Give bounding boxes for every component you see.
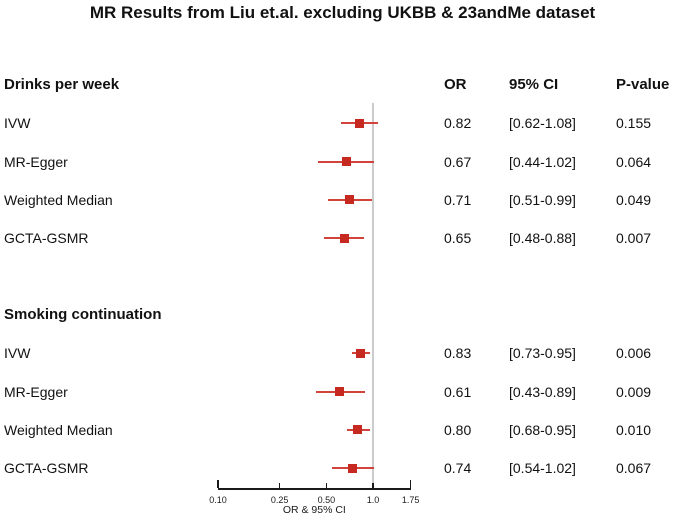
p-value: 0.010 — [616, 421, 652, 438]
method-label: IVW — [4, 345, 31, 362]
x-axis-tick — [409, 480, 412, 488]
ci-value: [0.51-0.99] — [509, 191, 576, 208]
ci-value: [0.48-0.88] — [509, 230, 576, 247]
section-header-label: Drinks per week — [4, 76, 120, 93]
ci-value: [0.73-0.95] — [509, 345, 576, 362]
method-label: Weighted Median — [4, 191, 113, 208]
x-axis-tick-label: 0.50 — [317, 495, 336, 505]
p-value: 0.007 — [616, 230, 652, 247]
or-marker — [355, 348, 365, 358]
table-row: GCTA-GSMR 0.65 [0.48-0.88] 0.007 — [0, 228, 685, 248]
or-marker — [348, 463, 358, 473]
table-row: GCTA-GSMR 0.74 [0.54-1.02] 0.067 — [0, 458, 685, 478]
x-axis-tick — [278, 483, 281, 488]
ci-value: [0.43-0.89] — [509, 383, 576, 400]
p-value: 0.064 — [616, 153, 652, 170]
x-axis-tick-label: 0.25 — [270, 495, 289, 505]
method-label: IVW — [4, 115, 31, 132]
p-value: 0.006 — [616, 345, 652, 362]
ci-value: [0.54-1.02] — [509, 460, 576, 477]
table-row: IVW 0.83 [0.73-0.95] 0.006 — [0, 343, 685, 363]
table-row: IVW 0.82 [0.62-1.08] 0.155 — [0, 113, 685, 133]
x-axis-tick-label: 1.0 — [366, 495, 380, 505]
section-header-row: Drinks per week — [0, 75, 685, 95]
x-axis-tick-label: 1.75 — [401, 495, 420, 505]
reference-line-or-1 — [372, 103, 374, 488]
table-row: MR-Egger 0.61 [0.43-0.89] 0.009 — [0, 382, 685, 402]
table-row: Weighted Median 0.71 [0.51-0.99] 0.049 — [0, 190, 685, 210]
section-header-row: Smoking continuation — [0, 305, 685, 325]
x-axis-tick — [372, 483, 374, 488]
p-value: 0.009 — [616, 383, 652, 400]
or-value: 0.71 — [444, 191, 472, 208]
or-marker — [355, 118, 365, 128]
x-axis-tick — [325, 483, 328, 488]
p-value: 0.155 — [616, 115, 652, 132]
col-header-ci: 95% CI — [509, 76, 559, 93]
or-marker — [345, 195, 355, 205]
or-marker — [341, 157, 351, 167]
or-marker — [353, 425, 363, 435]
table-row: Weighted Median 0.80 [0.68-0.95] 0.010 — [0, 420, 685, 440]
or-marker — [335, 387, 345, 397]
or-value: 0.80 — [444, 421, 472, 438]
col-header-p: P-value — [616, 76, 670, 93]
or-value: 0.67 — [444, 153, 472, 170]
or-marker — [339, 233, 349, 243]
or-value: 0.61 — [444, 383, 472, 400]
x-axis-tick — [217, 480, 219, 488]
col-header-or: OR — [444, 76, 467, 93]
or-value: 0.83 — [444, 345, 472, 362]
table-row: MR-Egger 0.67 [0.44-1.02] 0.064 — [0, 152, 685, 172]
column-header-row: OR 95% CI P-value — [0, 75, 685, 95]
p-value: 0.049 — [616, 191, 652, 208]
ci-value: [0.62-1.08] — [509, 115, 576, 132]
or-value: 0.74 — [444, 460, 472, 477]
method-label: GCTA-GSMR — [4, 460, 89, 477]
method-label: GCTA-GSMR — [4, 230, 89, 247]
x-axis-label: OR & 95% CI — [282, 504, 346, 516]
method-label: MR-Egger — [4, 153, 68, 170]
ci-value: [0.68-0.95] — [509, 421, 576, 438]
or-value: 0.65 — [444, 230, 472, 247]
figure-title: MR Results from Liu et.al. excluding UKB… — [89, 3, 596, 22]
x-axis-tick-label: 0.10 — [209, 495, 227, 505]
x-axis-line — [218, 488, 411, 490]
section-header-label: Smoking continuation — [4, 305, 162, 323]
or-value: 0.82 — [444, 115, 472, 132]
method-label: Weighted Median — [4, 421, 113, 438]
p-value: 0.067 — [616, 460, 652, 477]
method-label: MR-Egger — [4, 383, 68, 400]
ci-value: [0.44-1.02] — [509, 153, 576, 170]
